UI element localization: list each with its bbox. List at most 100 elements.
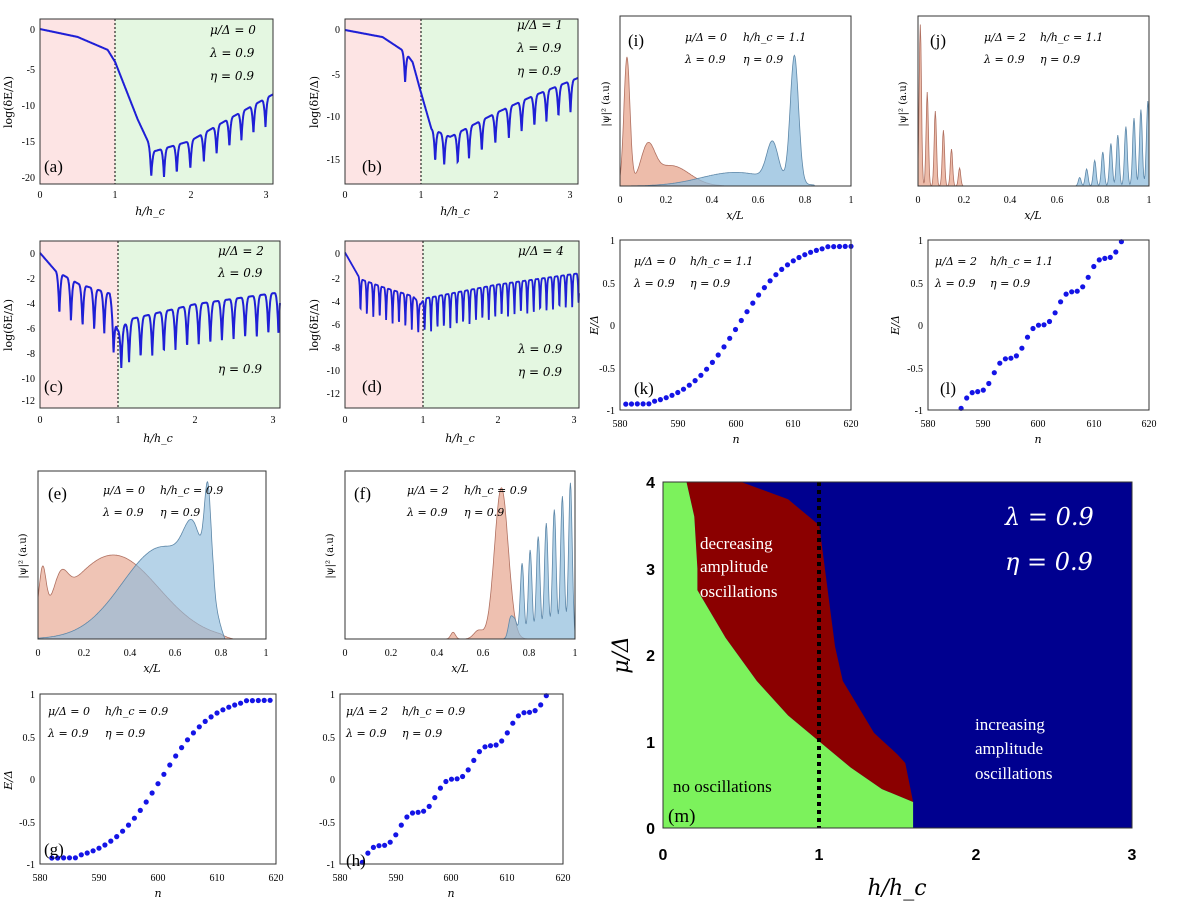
k-dot bbox=[732, 326, 739, 333]
k-dot bbox=[628, 401, 635, 407]
k-dot bbox=[640, 401, 646, 407]
h-dot bbox=[454, 776, 460, 782]
g-lambda: λ = 0.9 bbox=[47, 727, 89, 740]
b-ylabel: log(δE/Δ) bbox=[308, 76, 321, 128]
i-mu: μ/Δ = 0 bbox=[685, 31, 727, 44]
panel-m: 0 1 2 3 0 1 2 3 4 h/h_c μ/Δ λ = 0.9 η = … bbox=[609, 475, 1137, 901]
g-dot bbox=[96, 845, 102, 851]
k-dot bbox=[825, 244, 831, 250]
j-eta: η = 0.9 bbox=[1040, 53, 1080, 66]
k-dot bbox=[727, 335, 733, 341]
e-lambda: λ = 0.9 bbox=[102, 506, 144, 519]
h-dot bbox=[365, 850, 371, 856]
d-ylabel: log(δE/Δ) bbox=[308, 299, 321, 351]
j-xtick-4: 0.8 bbox=[1097, 195, 1110, 206]
a-green-region bbox=[115, 19, 273, 184]
l-dot bbox=[991, 370, 997, 376]
k-dot bbox=[698, 372, 704, 378]
a-ytick-4: -20 bbox=[22, 173, 35, 184]
h-dot bbox=[376, 843, 382, 849]
m-panel-label: (m) bbox=[668, 806, 695, 827]
h-dot bbox=[426, 803, 432, 810]
l-dot bbox=[1030, 325, 1036, 332]
b-ytick-1: -5 bbox=[332, 70, 340, 81]
g-dot bbox=[66, 855, 73, 861]
l-dot bbox=[975, 389, 981, 395]
g-mu: μ/Δ = 0 bbox=[48, 705, 90, 718]
g-ylabel: E/Δ bbox=[2, 770, 15, 791]
l-dot bbox=[980, 387, 986, 393]
g-ytick-2: 0 bbox=[30, 775, 35, 786]
c-xtick-2: 2 bbox=[193, 415, 198, 426]
l-eta: η = 0.9 bbox=[990, 277, 1030, 290]
g-xlabel: n bbox=[154, 887, 161, 900]
l-ytick-4: -1 bbox=[915, 406, 923, 417]
a-ytick-3: -15 bbox=[22, 137, 35, 148]
d-xtick-1: 1 bbox=[421, 415, 426, 426]
k-dot bbox=[704, 366, 710, 372]
g-dot bbox=[184, 737, 191, 743]
e-frame bbox=[37, 470, 267, 640]
l-dot bbox=[1069, 289, 1075, 295]
k-dot bbox=[652, 398, 658, 404]
h-dot bbox=[443, 778, 449, 785]
d-ytick-4: -8 bbox=[332, 343, 340, 354]
l-mu: μ/Δ = 2 bbox=[935, 255, 977, 268]
l-dot bbox=[969, 390, 975, 396]
k-dot bbox=[842, 243, 848, 249]
g-dots bbox=[49, 697, 273, 861]
h-mu: μ/Δ = 2 bbox=[346, 705, 388, 718]
b-xtick-3: 3 bbox=[568, 190, 573, 201]
g-ytick-1: 0.5 bbox=[23, 733, 36, 744]
g-dot bbox=[143, 799, 149, 805]
k-ytick-4: -1 bbox=[607, 406, 615, 417]
f-blue-area bbox=[345, 482, 576, 640]
c-ytick-1: -2 bbox=[27, 274, 35, 285]
m-increasing-line2: amplitude bbox=[975, 739, 1043, 758]
h-dot bbox=[404, 814, 410, 820]
k-dot bbox=[709, 359, 716, 365]
panel-g: 580 590 600 610 620 1 0.5 0 -0.5 -1 n E/… bbox=[2, 690, 284, 900]
l-dot bbox=[1091, 263, 1097, 270]
k-dot bbox=[796, 254, 802, 261]
e-xtick-5: 1 bbox=[264, 648, 269, 659]
h-dot bbox=[499, 738, 505, 744]
j-ylabel: |ψ|² (a.u) bbox=[898, 81, 909, 126]
a-pink-region bbox=[40, 19, 115, 184]
k-panel-label: (k) bbox=[634, 379, 654, 398]
h-dot bbox=[476, 749, 482, 755]
l-ytick-3: -0.5 bbox=[907, 364, 923, 375]
m-xlabel: h/h_c bbox=[867, 876, 926, 901]
m-xtick-3: 3 bbox=[1128, 847, 1137, 864]
g-dot bbox=[108, 838, 114, 844]
g-dot bbox=[255, 697, 261, 704]
h-eta: η = 0.9 bbox=[402, 727, 442, 740]
g-ytick-0: 1 bbox=[30, 690, 35, 701]
g-xtick-0: 580 bbox=[33, 873, 48, 884]
i-xtick-3: 0.6 bbox=[752, 195, 765, 206]
l-dot bbox=[1008, 355, 1014, 361]
d-lambda: λ = 0.9 bbox=[517, 342, 563, 356]
b-curve bbox=[344, 29, 579, 165]
l-xlabel: n bbox=[1034, 433, 1041, 446]
h-xtick-2: 600 bbox=[444, 873, 459, 884]
m-lambda: λ = 0.9 bbox=[1004, 503, 1094, 531]
k-ytick-3: -0.5 bbox=[599, 364, 615, 375]
a-xtick-1: 1 bbox=[113, 190, 118, 201]
h-dot bbox=[460, 773, 466, 780]
a-frame bbox=[39, 18, 274, 185]
k-dot bbox=[675, 389, 681, 396]
j-xtick-5: 1 bbox=[1147, 195, 1152, 206]
c-ytick-6: -12 bbox=[22, 396, 35, 407]
f-lambda: λ = 0.9 bbox=[406, 506, 448, 519]
l-lambda: λ = 0.9 bbox=[934, 277, 976, 290]
d-ytick-0: 0 bbox=[335, 249, 340, 260]
k-dot bbox=[819, 246, 825, 252]
h-dots bbox=[359, 693, 549, 865]
g-xtick-1: 590 bbox=[92, 873, 107, 884]
g-dot bbox=[149, 790, 155, 796]
k-xlabel: n bbox=[732, 433, 739, 446]
m-ytick-0: 0 bbox=[646, 821, 655, 838]
c-eta: η = 0.9 bbox=[218, 362, 262, 376]
